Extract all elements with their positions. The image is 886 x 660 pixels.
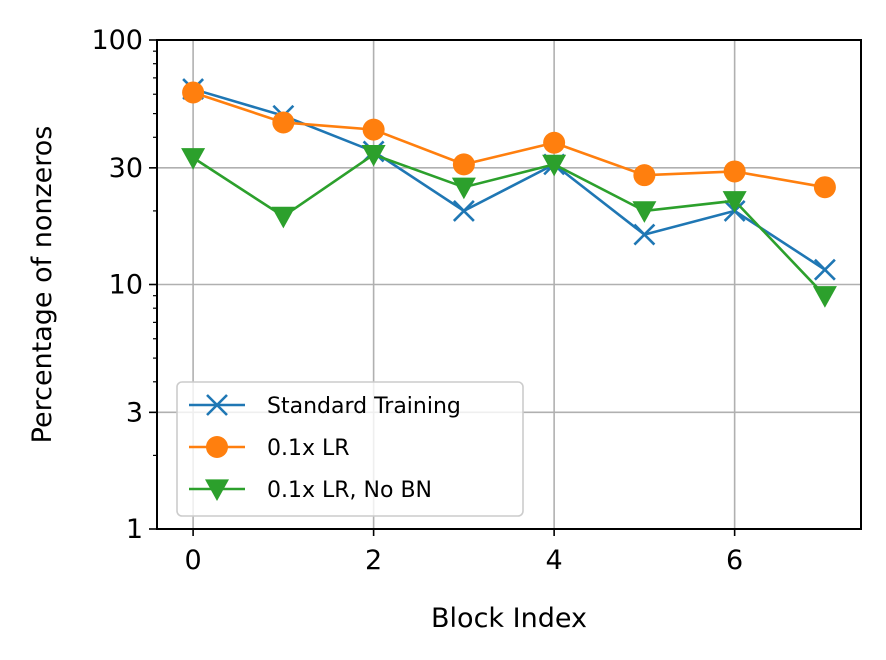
y-axis-title: Percentage of nonzeros bbox=[27, 126, 58, 444]
data-point bbox=[542, 154, 567, 177]
series-line bbox=[192, 153, 826, 297]
y-tick-label: 10 bbox=[109, 270, 143, 301]
legend-item: Standard Training bbox=[189, 394, 461, 419]
data-point bbox=[813, 258, 836, 281]
data-point bbox=[632, 201, 657, 223]
data-point bbox=[361, 144, 386, 167]
data-point bbox=[272, 111, 295, 134]
legend-label: 0.1x LR bbox=[267, 436, 350, 461]
y-tick-label: 3 bbox=[126, 397, 143, 428]
data-point bbox=[633, 223, 656, 246]
legend-marker bbox=[205, 479, 229, 501]
x-tick-label: 2 bbox=[365, 545, 382, 576]
x-tick-label: 0 bbox=[185, 545, 202, 576]
x-tick-label: 6 bbox=[726, 545, 743, 576]
data-point bbox=[723, 160, 746, 183]
data-series bbox=[181, 78, 837, 308]
data-point bbox=[451, 177, 476, 200]
data-point bbox=[182, 81, 205, 104]
legend: Standard Training 0.1x LR 0.1x LR, No BN bbox=[176, 381, 524, 517]
y-tick-label: 30 bbox=[109, 153, 143, 184]
series-2 bbox=[181, 144, 837, 308]
data-point bbox=[362, 118, 385, 141]
legend-item: 0.1x LR, No BN bbox=[189, 478, 432, 503]
data-point bbox=[813, 176, 836, 199]
series-line bbox=[192, 87, 826, 271]
data-point bbox=[633, 164, 656, 187]
data-point bbox=[452, 199, 475, 222]
data-point bbox=[452, 153, 475, 176]
series-line bbox=[192, 91, 826, 189]
y-tick-label: 1 bbox=[126, 514, 143, 545]
y-tick-label: 100 bbox=[91, 25, 143, 56]
x-tick-label: 4 bbox=[546, 545, 563, 576]
series-1 bbox=[182, 81, 836, 199]
data-point bbox=[181, 148, 206, 170]
data-point bbox=[543, 131, 566, 154]
legend-marker bbox=[206, 436, 228, 458]
axis-ticks: 0 2 4 6 1 3 10 30 100 bbox=[91, 25, 743, 576]
legend-box bbox=[176, 381, 524, 517]
legend-marker bbox=[206, 394, 228, 416]
data-point bbox=[812, 286, 837, 308]
legend-label: 0.1x LR, No BN bbox=[267, 478, 432, 503]
data-point bbox=[271, 206, 296, 229]
legend-label: Standard Training bbox=[267, 394, 461, 419]
data-point bbox=[722, 191, 747, 213]
legend-item: 0.1x LR bbox=[189, 436, 350, 461]
x-axis-title: Block Index bbox=[431, 603, 587, 634]
